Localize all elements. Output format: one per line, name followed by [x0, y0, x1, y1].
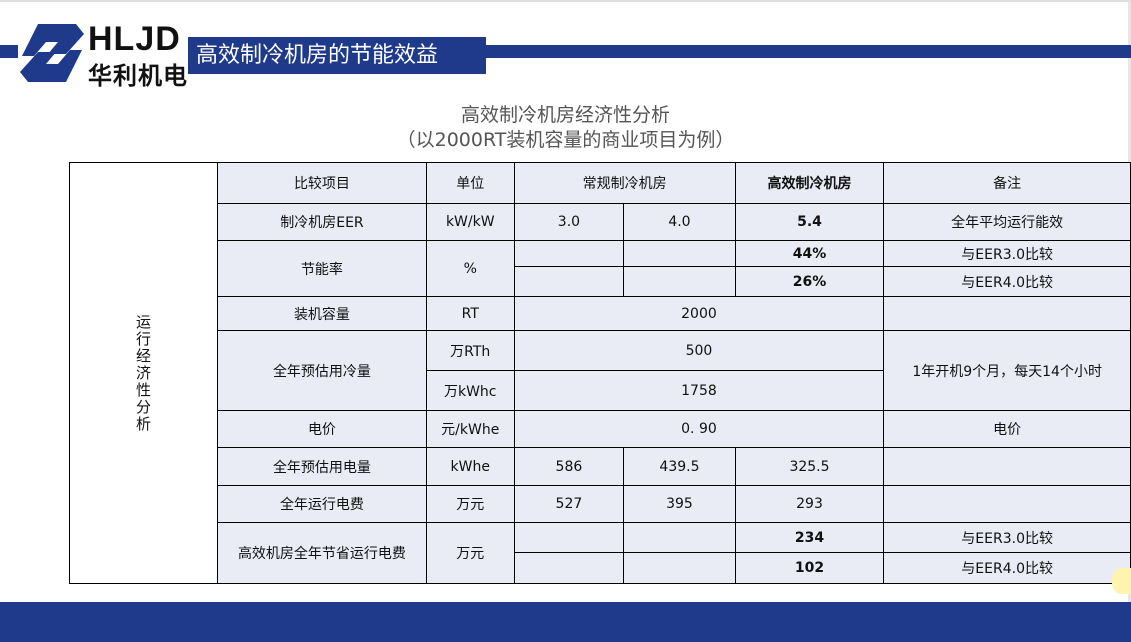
cell: 全年运行电费 — [217, 485, 427, 523]
table-row: 全年运行电费 万元 527 395 293 — [70, 485, 1131, 523]
cell: 102 — [734, 552, 885, 584]
footer-bar — [0, 602, 1131, 642]
cell: 全年平均运行能效 — [883, 203, 1131, 241]
table-row: 装机容量 RT 2000 — [70, 296, 1131, 331]
cell — [623, 552, 736, 584]
cell: 与EER4.0比较 — [883, 552, 1131, 584]
header-efficient: 高效制冷机房 — [734, 162, 885, 204]
table-row: 102 与EER4.0比较 — [70, 552, 1131, 584]
cell: 万RTh — [425, 330, 515, 371]
cell: 500 — [513, 330, 885, 371]
header-unit: 单位 — [425, 162, 515, 204]
cell: 586 — [513, 447, 625, 486]
cell — [623, 522, 736, 553]
cell: 与EER3.0比较 — [883, 240, 1131, 267]
cell: RT — [425, 296, 515, 331]
header-remark: 备注 — [883, 162, 1131, 204]
cell: 万元 — [425, 485, 515, 523]
table-title: 高效制冷机房经济性分析 — [460, 104, 670, 126]
cell — [513, 240, 625, 267]
cell — [513, 266, 625, 297]
cell — [623, 240, 736, 267]
cell — [513, 552, 625, 584]
side-label: 运行经济性分析 — [69, 162, 218, 584]
company-logo: HLJD 华利机电 — [18, 20, 188, 90]
decoration — [1112, 568, 1131, 594]
cell: 2000 — [513, 296, 885, 331]
slide-title: 高效制冷机房的节能效益 — [188, 37, 486, 74]
table-row: 电价 元/kWhe 0. 90 电价 — [70, 410, 1131, 448]
cell: 1年开机9个月，每天14个小时 — [883, 330, 1131, 411]
table-row: 全年预估用电量 kWhe 586 439.5 325.5 — [70, 447, 1131, 486]
cell: 527 — [513, 485, 625, 523]
table-row: 万kWhc 1758 — [70, 370, 1131, 411]
cell: 1758 — [513, 370, 885, 411]
cell: 395 — [623, 485, 736, 523]
cell: 全年预估用电量 — [217, 447, 427, 486]
cell: 5.4 — [734, 203, 885, 241]
cell: 293 — [734, 485, 885, 523]
header-item: 比较项目 — [217, 162, 427, 204]
cell: 325.5 — [734, 447, 885, 486]
cell: 万元 — [425, 522, 515, 584]
cell: 439.5 — [623, 447, 736, 486]
cell — [623, 266, 736, 297]
table-row: 高效机房全年节省运行电费 万元 234 与EER3.0比较 — [70, 522, 1131, 584]
cell: 与EER3.0比较 — [883, 522, 1131, 553]
cell — [883, 447, 1131, 486]
cell: 装机容量 — [217, 296, 427, 331]
cell: 26% — [734, 266, 885, 297]
table-subtitle: （以2000RT装机容量的商业项目为例） — [396, 129, 735, 151]
table-header-row: 运行经济性分析 比较项目 单位 常规制冷机房 高效制冷机房 备注 — [69, 162, 1131, 584]
cell: 高效机房全年节省运行电费 — [217, 522, 427, 584]
header-conventional: 常规制冷机房 — [513, 162, 736, 204]
table-row: 制冷机房EER kW/kW 3.0 4.0 5.4 全年平均运行能效 — [70, 203, 1131, 241]
table-row: 全年预估用冷量 万RTh 500 1年开机9个月，每天14个小时 — [70, 330, 1131, 411]
cell: 节能率 — [217, 240, 427, 297]
cell: 234 — [734, 522, 885, 553]
economic-analysis-table: 运行经济性分析 比较项目 单位 常规制冷机房 高效制冷机房 备注 制冷机房EER… — [69, 162, 1131, 584]
cell: 0. 90 — [513, 410, 885, 448]
cell: 元/kWhe — [425, 410, 515, 448]
table-row: 26% 与EER4.0比较 — [70, 266, 1131, 297]
logo-text-cn: 华利机电 — [88, 62, 188, 90]
cell: 3.0 — [513, 203, 625, 241]
cell: 电价 — [217, 410, 427, 448]
logo-text-en: HLJD — [88, 20, 181, 58]
cell — [883, 296, 1131, 331]
cell: 4.0 — [623, 203, 736, 241]
cell: 制冷机房EER — [217, 203, 427, 241]
cell: kW/kW — [425, 203, 515, 241]
cell: 44% — [734, 240, 885, 267]
cell — [513, 522, 625, 553]
cell: 与EER4.0比较 — [883, 266, 1131, 297]
cell: 电价 — [883, 410, 1131, 448]
cell: 万kWhc — [425, 370, 515, 411]
cell: % — [425, 240, 515, 297]
cell — [883, 485, 1131, 523]
cell: kWhe — [425, 447, 515, 486]
cell: 全年预估用冷量 — [217, 330, 427, 411]
logo-h-icon — [20, 24, 84, 82]
table-row: 节能率 % 44% 与EER3.0比较 — [70, 240, 1131, 297]
